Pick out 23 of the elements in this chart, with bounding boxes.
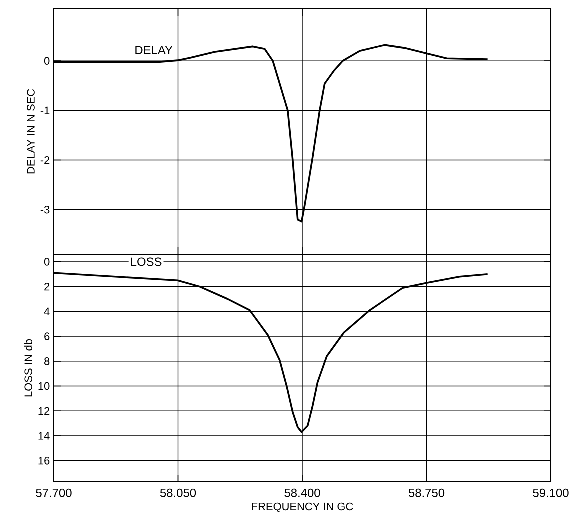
x-tick-label: 58.400 xyxy=(284,488,320,498)
annotation: DELAY xyxy=(136,46,173,54)
x-tick-label: 57.700 xyxy=(36,488,72,498)
y-tick-label: -1 xyxy=(40,106,50,114)
y-tick-label: 0 xyxy=(44,57,50,65)
y-tick-label: 6 xyxy=(44,332,50,340)
y-tick-label: 10 xyxy=(38,382,50,390)
y-axis-title: DELAY IN N SEC xyxy=(27,89,35,174)
y-tick-label: 0 xyxy=(44,258,50,266)
y-tick-label: -2 xyxy=(40,156,50,164)
y-tick-label: 14 xyxy=(38,432,50,440)
y-tick-label: 2 xyxy=(44,283,50,291)
y-tick-label: 8 xyxy=(44,358,50,366)
y-axis-title: LOSS IN db xyxy=(24,339,32,397)
x-tick-label: 58.050 xyxy=(160,488,196,498)
y-tick-label: 12 xyxy=(38,407,50,415)
x-tick-label: 58.750 xyxy=(408,488,445,498)
x-axis-title: FREQUENCY IN GC xyxy=(252,502,354,513)
annotation: LOSS xyxy=(131,258,162,266)
x-tick-label: 59.100 xyxy=(533,488,569,498)
y-tick-label: 16 xyxy=(38,457,50,465)
y-tick-label: -3 xyxy=(40,206,50,214)
y-tick-label: 4 xyxy=(44,308,50,316)
